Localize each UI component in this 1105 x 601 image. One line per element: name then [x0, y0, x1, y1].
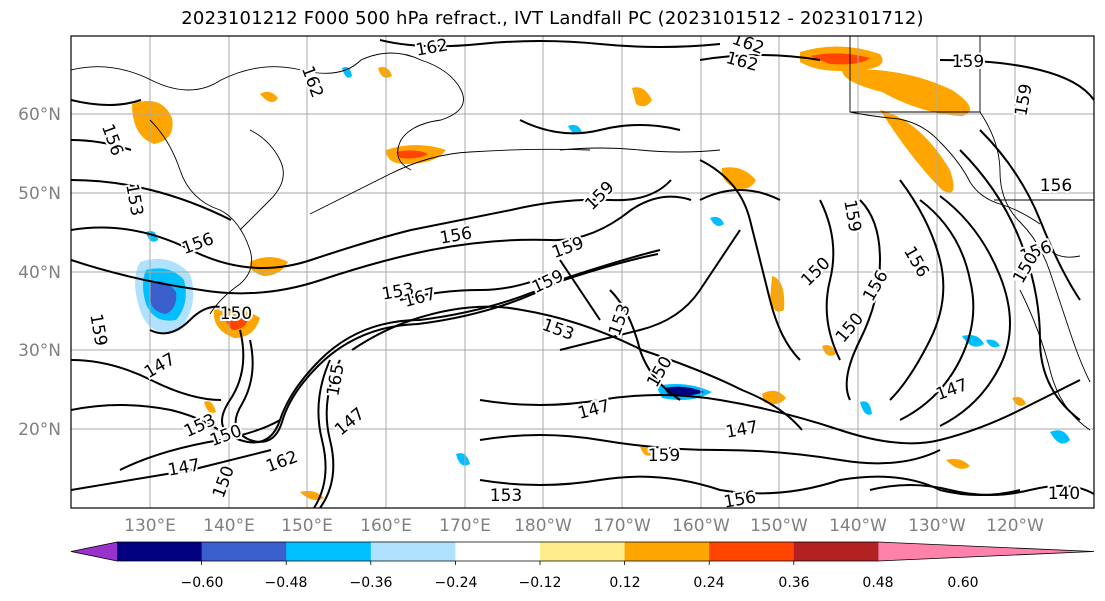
colorbar-extension-max [878, 542, 1094, 561]
colorbar-tick-label: −0.60 [181, 575, 224, 591]
colorbar-tick-label: −0.36 [350, 575, 393, 591]
colorbar-tick-label: −0.48 [265, 575, 308, 591]
plot-frame [70, 35, 1095, 509]
colorbar-tick-label: −0.24 [435, 575, 478, 591]
colorbar-tick-label: 0.48 [862, 575, 893, 591]
lon-label: 160°E [360, 516, 412, 536]
contour-label: 153 [490, 486, 522, 506]
colorbar-segment [117, 542, 203, 561]
lon-label: 130°W [908, 516, 966, 536]
contour-label: 156 [722, 487, 757, 512]
lat-label: 60°N [18, 105, 61, 125]
lon-label: 130°E [124, 516, 176, 536]
lon-label: 170°W [593, 516, 651, 536]
colorbar-segment [624, 542, 710, 561]
lon-label: 140°W [829, 516, 887, 536]
colorbar-extension-min [71, 542, 117, 561]
colorbar-tick-labels: −0.60 −0.48 −0.36 −0.24 −0.12 0.12 0.24 … [181, 575, 979, 591]
graticule [71, 36, 1094, 508]
contour-label: 159 [952, 52, 984, 72]
lon-label: 180°W [514, 516, 572, 536]
lat-label: 50°N [18, 184, 61, 204]
colorbar-outline [70, 541, 1095, 562]
contour-label: 150 [220, 304, 252, 324]
colorbar-tick-label: −0.12 [519, 575, 562, 591]
lon-label: 150°E [281, 516, 333, 536]
lat-label: 40°N [18, 263, 61, 283]
contour-label: 156 [1040, 176, 1072, 196]
lon-label: 140°E [203, 516, 255, 536]
refractivity-contours [71, 39, 1094, 508]
latitude-labels: 60°N 50°N 40°N 30°N 20°N [18, 105, 61, 440]
lon-label: 160°W [672, 516, 730, 536]
contour-label: 159 [648, 446, 680, 466]
longitude-labels: 130°E 140°E 150°E 160°E 170°E 180°W 170°… [124, 516, 1044, 536]
colorbar-tick-label: 0.60 [947, 575, 978, 591]
lat-label: 20°N [18, 420, 61, 440]
colorbar-tick-label: 0.12 [609, 575, 640, 591]
colorbar-segment [286, 542, 372, 561]
contour-label: 147 [724, 417, 759, 442]
lon-label: 150°W [750, 516, 808, 536]
colorbar-tick-label: 0.36 [778, 575, 809, 591]
colorbar-segment [370, 542, 456, 561]
lat-label: 30°N [18, 341, 61, 361]
contour-label: 153 [121, 182, 146, 217]
colorbar-segment [793, 542, 879, 561]
chart-title: 2023101212 F000 500 hPa refract., IVT La… [181, 8, 924, 29]
colorbar-segment [201, 542, 287, 561]
colorbar [70, 541, 1095, 565]
lon-label: 170°E [439, 516, 491, 536]
contour-label: 140 [1048, 484, 1080, 504]
colorbar-segment [455, 542, 541, 561]
colorbar-segment [709, 542, 795, 561]
lon-label: 120°W [986, 516, 1044, 536]
colorbar-tick-label: 0.24 [693, 575, 724, 591]
colorbar-segment [540, 542, 626, 561]
